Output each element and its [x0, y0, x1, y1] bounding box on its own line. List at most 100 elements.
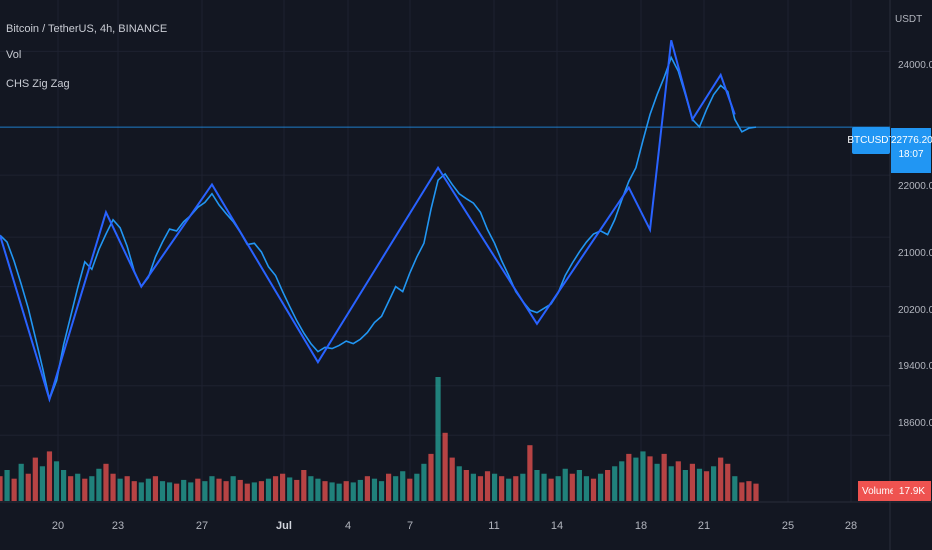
volume-bar — [329, 482, 335, 501]
volume-bar — [145, 478, 151, 501]
volume-bar — [336, 483, 342, 501]
volume-bar — [576, 470, 582, 501]
volume-bar — [400, 471, 406, 501]
volume-bar — [11, 478, 17, 501]
volume-bar — [470, 473, 476, 501]
volume-bar — [619, 461, 625, 501]
volume-bar — [555, 476, 561, 501]
volume-bar — [590, 478, 597, 501]
x-tick: 20 — [51, 520, 65, 532]
volume-bar — [103, 463, 109, 501]
volume-bar — [272, 476, 279, 501]
volume-bar — [166, 482, 173, 501]
zigzag-line — [0, 39, 736, 403]
volume-bar — [195, 478, 201, 501]
x-tick: 14 — [550, 520, 564, 532]
last-price: 22776.20 — [891, 135, 932, 146]
volume-bar — [597, 473, 604, 501]
volume-bar — [626, 453, 632, 501]
volume-bar — [322, 481, 328, 501]
price-line — [0, 55, 757, 403]
volume-bar — [159, 481, 166, 501]
volume-bar — [527, 445, 533, 501]
y-tick: 21000.00 — [898, 248, 932, 259]
symbol-legend[interactable]: Bitcoin / TetherUS, 4h, BINANCE — [6, 23, 168, 35]
volume-bar — [357, 479, 363, 501]
volume-bar — [364, 476, 371, 501]
volume-bar — [548, 478, 554, 501]
volume-bar — [569, 473, 575, 501]
volume-bar — [181, 479, 187, 501]
volume-bar — [378, 481, 385, 501]
volume-bar — [456, 466, 462, 501]
volume-bar — [89, 476, 95, 501]
x-tick: 27 — [195, 520, 209, 532]
volume-bar — [689, 463, 696, 501]
volume-bar — [414, 473, 420, 501]
volume-bar — [216, 478, 222, 501]
volume-bar — [605, 470, 611, 501]
volume-bar — [96, 468, 102, 501]
volume-bar — [244, 483, 250, 501]
volume-bar — [562, 468, 568, 501]
volume-bar — [725, 463, 731, 501]
volume-bar — [138, 482, 144, 501]
y-tick: 18600.00 — [898, 418, 932, 429]
volume-bar — [4, 470, 10, 501]
volume-bar — [18, 463, 24, 501]
volume-bar — [75, 473, 81, 501]
vol-legend[interactable]: Vol — [6, 49, 22, 61]
volume-bar — [696, 468, 703, 501]
volume-bar — [280, 473, 286, 501]
volume-bar — [237, 479, 243, 501]
volume-bar — [223, 481, 229, 501]
volume-bar — [428, 453, 434, 501]
volume-bar — [258, 481, 265, 501]
volume-bar — [393, 476, 399, 501]
volume-bar — [682, 470, 688, 501]
volume-bar — [82, 478, 88, 501]
volume-bar — [449, 457, 455, 501]
volume-bar — [711, 466, 717, 501]
x-tick: 28 — [844, 520, 858, 532]
volume-bar — [491, 473, 498, 501]
y-tick: 20200.00 — [898, 305, 932, 316]
volume-bar — [647, 456, 653, 501]
volume-bar — [732, 476, 738, 501]
x-tick: 11 — [488, 520, 500, 532]
x-tick: 25 — [781, 520, 795, 532]
volume-bar — [202, 481, 208, 501]
volume-bar — [703, 471, 710, 501]
volume-bar — [513, 476, 519, 501]
volume-bar — [308, 476, 314, 501]
volume-bar — [251, 482, 257, 501]
volume-bar — [343, 481, 349, 501]
volume-bar — [421, 463, 427, 501]
volume-bar — [739, 482, 745, 501]
volume-bar — [506, 478, 512, 501]
volume-bar — [60, 470, 67, 501]
x-tick: 21 — [697, 520, 711, 532]
volume-bar — [442, 432, 448, 501]
volume-bar — [188, 482, 194, 501]
volume-bar — [371, 478, 378, 501]
symbol-price-label: BTCUSDT — [847, 127, 895, 154]
volume-bar — [583, 476, 590, 501]
volume-bar — [477, 476, 484, 501]
volume-bar — [265, 478, 272, 501]
volume-bar — [520, 473, 526, 501]
y-tick: 24000.00 — [898, 60, 932, 71]
volume-bar — [654, 463, 660, 501]
zigzag-legend[interactable]: CHS Zig Zag — [6, 78, 70, 90]
last-price-badge: 22776.20 18:07 — [891, 128, 932, 173]
volume-bar — [287, 477, 293, 501]
volume-bar — [675, 461, 681, 501]
x-tick: 23 — [111, 520, 125, 532]
x-tick: 4 — [344, 520, 352, 532]
volume-bar — [463, 470, 469, 501]
x-tick: 18 — [634, 520, 648, 532]
x-tick-month: Jul — [276, 520, 292, 532]
bar-countdown: 18:07 — [898, 149, 924, 160]
volume-bar — [53, 461, 60, 501]
